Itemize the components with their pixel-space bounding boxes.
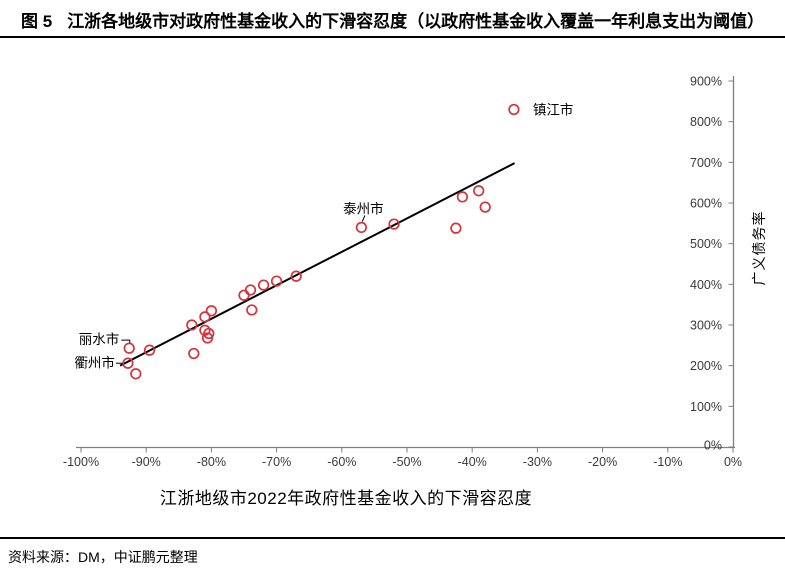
data-point xyxy=(201,332,214,344)
data-point xyxy=(238,289,250,301)
point-label: 镇江市 xyxy=(533,101,574,117)
y-tick-label: 100% xyxy=(690,400,722,414)
label-connector xyxy=(361,215,366,222)
data-point xyxy=(122,357,134,369)
data-point xyxy=(450,222,462,234)
y-tick-label: 0% xyxy=(704,439,722,453)
x-axis-title: 江浙地级市2022年政府性基金收入的下滑容忍度 xyxy=(159,489,533,508)
data-point xyxy=(199,311,211,323)
x-tick-label: -50% xyxy=(392,455,421,469)
y-tick-label: 500% xyxy=(690,237,722,251)
header-rule xyxy=(0,36,785,38)
data-point xyxy=(388,218,400,230)
data-point xyxy=(508,103,520,116)
data-point xyxy=(188,347,200,360)
y-tick-label: 900% xyxy=(690,75,722,89)
x-tick-label: -70% xyxy=(262,455,291,469)
data-point xyxy=(246,304,258,316)
footer-rule xyxy=(0,537,785,539)
y-tick-label: 300% xyxy=(690,319,722,333)
figure-title: 江浙各地级市对政府性基金收入的下滑容忍度（以政府性基金收入覆盖一年利息支出为阈值… xyxy=(67,12,765,31)
y-tick-label: 700% xyxy=(690,156,722,170)
trend-line xyxy=(119,162,516,367)
x-tick-label: -60% xyxy=(327,455,356,469)
y-tick-label: 600% xyxy=(690,197,722,211)
label-connector xyxy=(121,339,131,343)
data-point xyxy=(186,319,198,331)
data-point xyxy=(199,324,211,336)
point-label: 泰州市 xyxy=(343,200,384,216)
point-label: 衢州市 xyxy=(74,355,115,371)
data-point xyxy=(270,275,283,287)
data-point xyxy=(123,342,135,354)
y-tick-label: 400% xyxy=(690,278,722,292)
x-tick-label: -90% xyxy=(132,455,161,469)
data-point xyxy=(257,279,270,291)
x-tick-label: -10% xyxy=(653,455,682,469)
x-tick-label: -20% xyxy=(588,455,617,469)
data-point xyxy=(290,270,302,282)
x-tick-label: 0% xyxy=(724,455,742,469)
y-axis-title: 广义债务率 xyxy=(751,210,767,286)
source-note: 资料来源：DM，中证鹏元整理 xyxy=(8,549,198,565)
x-tick-label: -100% xyxy=(63,455,99,469)
point-label: 丽水市 xyxy=(79,331,120,347)
data-point xyxy=(143,344,156,356)
data-point xyxy=(130,368,142,380)
data-point xyxy=(244,284,257,296)
data-point xyxy=(456,191,469,203)
x-tick-label: -40% xyxy=(458,455,487,469)
data-point xyxy=(205,305,218,317)
x-tick-label: -80% xyxy=(197,455,226,469)
data-point xyxy=(479,201,491,213)
y-tick-label: 800% xyxy=(690,115,722,129)
y-tick-label: 200% xyxy=(690,359,722,373)
data-point xyxy=(355,221,368,234)
x-tick-label: -30% xyxy=(523,455,552,469)
data-point xyxy=(473,185,485,197)
figure-header: 图 5 江浙各地级市对政府性基金收入的下滑容忍度（以政府性基金收入覆盖一年利息支出… xyxy=(21,7,764,32)
figure-number: 图 5 xyxy=(21,12,53,31)
